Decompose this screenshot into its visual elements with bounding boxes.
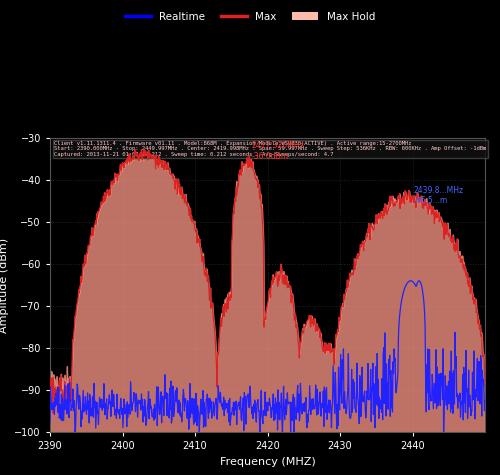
Text: 2417.320MHz
-36.0dBm: 2417.320MHz -36.0dBm: [252, 142, 304, 161]
Text: Client v1.11.1311.4 . Firmware v01.11 . Model:868M . Expansion Module:WSU830(ACT: Client v1.11.1311.4 . Firmware v01.11 . …: [54, 141, 486, 157]
Y-axis label: Amplitude (dBm): Amplitude (dBm): [0, 238, 9, 332]
Text: 2439.8...MHz
-46.5...m: 2439.8...MHz -46.5...m: [413, 186, 464, 205]
X-axis label: Frequency (MHZ): Frequency (MHZ): [220, 457, 316, 467]
Legend: Realtime, Max, Max Hold: Realtime, Max, Max Hold: [121, 8, 379, 26]
